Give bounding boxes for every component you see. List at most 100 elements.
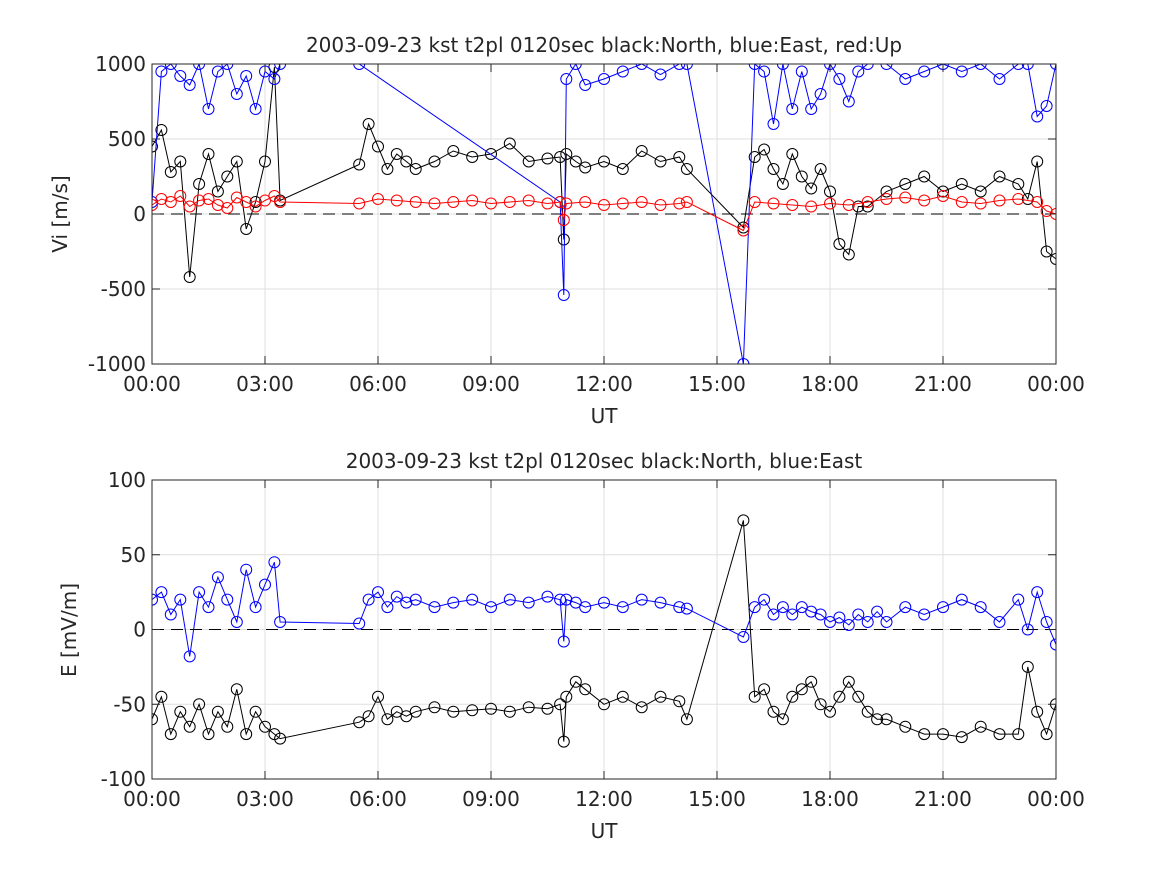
data-point-up: [880, 193, 893, 205]
data-point-east: [249, 103, 262, 115]
data-point-north: [776, 178, 789, 190]
data-point-north: [786, 690, 799, 703]
data-point-east: [786, 608, 799, 621]
data-point-east: [372, 586, 384, 599]
data-point-east: [353, 617, 366, 630]
grid-vi: [152, 64, 1056, 364]
data-point-north: [155, 690, 168, 703]
data-point-east: [758, 65, 771, 78]
data-point-east: [776, 601, 789, 614]
data-point-north: [974, 720, 987, 733]
data-point-up: [824, 197, 836, 210]
data-point-north: [899, 178, 912, 190]
x-tick-label: 15:00: [688, 372, 746, 396]
data-point-up: [899, 191, 912, 204]
data-point-east: [880, 616, 893, 628]
data-point-east: [164, 608, 177, 621]
data-point-east: [155, 586, 168, 599]
data-point-north: [381, 713, 394, 726]
data-point-north: [400, 155, 413, 168]
data-point-north: [1040, 245, 1053, 258]
data-point-east: [673, 64, 686, 70]
data-point-east: [795, 65, 808, 78]
x-tick-label: 12:00: [575, 372, 633, 396]
data-point-east: [174, 70, 187, 82]
data-point-east: [274, 616, 287, 628]
data-point-north: [390, 148, 403, 160]
data-point-north: [1021, 660, 1034, 673]
data-point-north: [164, 166, 177, 178]
data-point-east: [1031, 110, 1044, 123]
data-point-east: [1040, 616, 1053, 628]
data-point-north: [362, 118, 375, 130]
data-point-east: [211, 571, 224, 584]
data-point-north: [767, 163, 780, 175]
data-point-east: [193, 64, 206, 70]
data-point-north: [918, 170, 931, 183]
data-point-east: [767, 118, 780, 130]
data-point-up: [466, 194, 479, 207]
data-point-east: [466, 593, 479, 606]
data-point-north: [579, 161, 592, 174]
data-point-east: [880, 64, 893, 70]
data-point-north: [993, 170, 1006, 183]
y-tick-label: -500: [101, 277, 146, 301]
data-point-north: [569, 155, 582, 168]
title-vi: 2003-09-23 kst t2pl 0120sec black:North,…: [306, 33, 902, 57]
data-point-east: [1012, 64, 1025, 70]
data-point-up: [174, 190, 187, 202]
data-point-east: [579, 79, 592, 91]
data-point-east: [522, 596, 535, 609]
data-point-north: [274, 732, 287, 745]
data-point-east: [569, 64, 582, 70]
data-point-north: [616, 163, 629, 175]
data-point-up: [616, 197, 629, 210]
data-point-north: [955, 178, 968, 190]
data-point-east: [871, 605, 884, 618]
data-point-east: [409, 593, 422, 606]
data-vi: [152, 64, 1056, 364]
data-point-north: [1021, 193, 1034, 205]
data-point-east: [447, 596, 460, 609]
data-point-east: [155, 65, 168, 78]
data-point-up: [503, 196, 516, 208]
data-point-north: [541, 702, 554, 715]
data-point-east: [183, 650, 196, 663]
data-point-north: [767, 705, 780, 718]
data-point-east: [598, 596, 610, 609]
data-point-north: [861, 200, 874, 213]
data-point-north: [240, 728, 253, 741]
data-point-north: [795, 683, 808, 696]
data-point-north: [673, 151, 686, 163]
xlabel-e: UT: [591, 819, 619, 843]
data-point-north: [598, 155, 610, 168]
data-point-up: [560, 197, 573, 210]
data-point-north: [557, 735, 570, 748]
data-point-up: [937, 190, 949, 202]
data-point-north: [466, 151, 479, 163]
data-point-north: [899, 720, 912, 733]
data-point-north: [871, 713, 884, 726]
y-tick-label: -100: [101, 767, 146, 791]
data-point-east: [680, 64, 693, 70]
data-point-east: [240, 70, 253, 82]
data-point-up: [409, 196, 422, 208]
data-point-up: [428, 197, 441, 210]
data-point-north: [814, 163, 827, 175]
data-point-east: [164, 64, 177, 70]
data-point-east: [805, 605, 818, 618]
data-point-north: [152, 713, 158, 726]
data-point-east: [230, 88, 243, 100]
data-point-north: [353, 158, 366, 171]
y-tick-label: 0: [133, 618, 146, 642]
data-point-east: [428, 601, 441, 614]
data-point-up: [522, 194, 535, 207]
data-point-north: [211, 705, 224, 718]
data-point-east: [183, 79, 196, 91]
data-point-north: [842, 248, 855, 261]
data-point-north: [833, 690, 846, 703]
data-point-east: [554, 593, 567, 606]
data-point-up: [1031, 196, 1044, 208]
data-point-up: [557, 214, 570, 226]
